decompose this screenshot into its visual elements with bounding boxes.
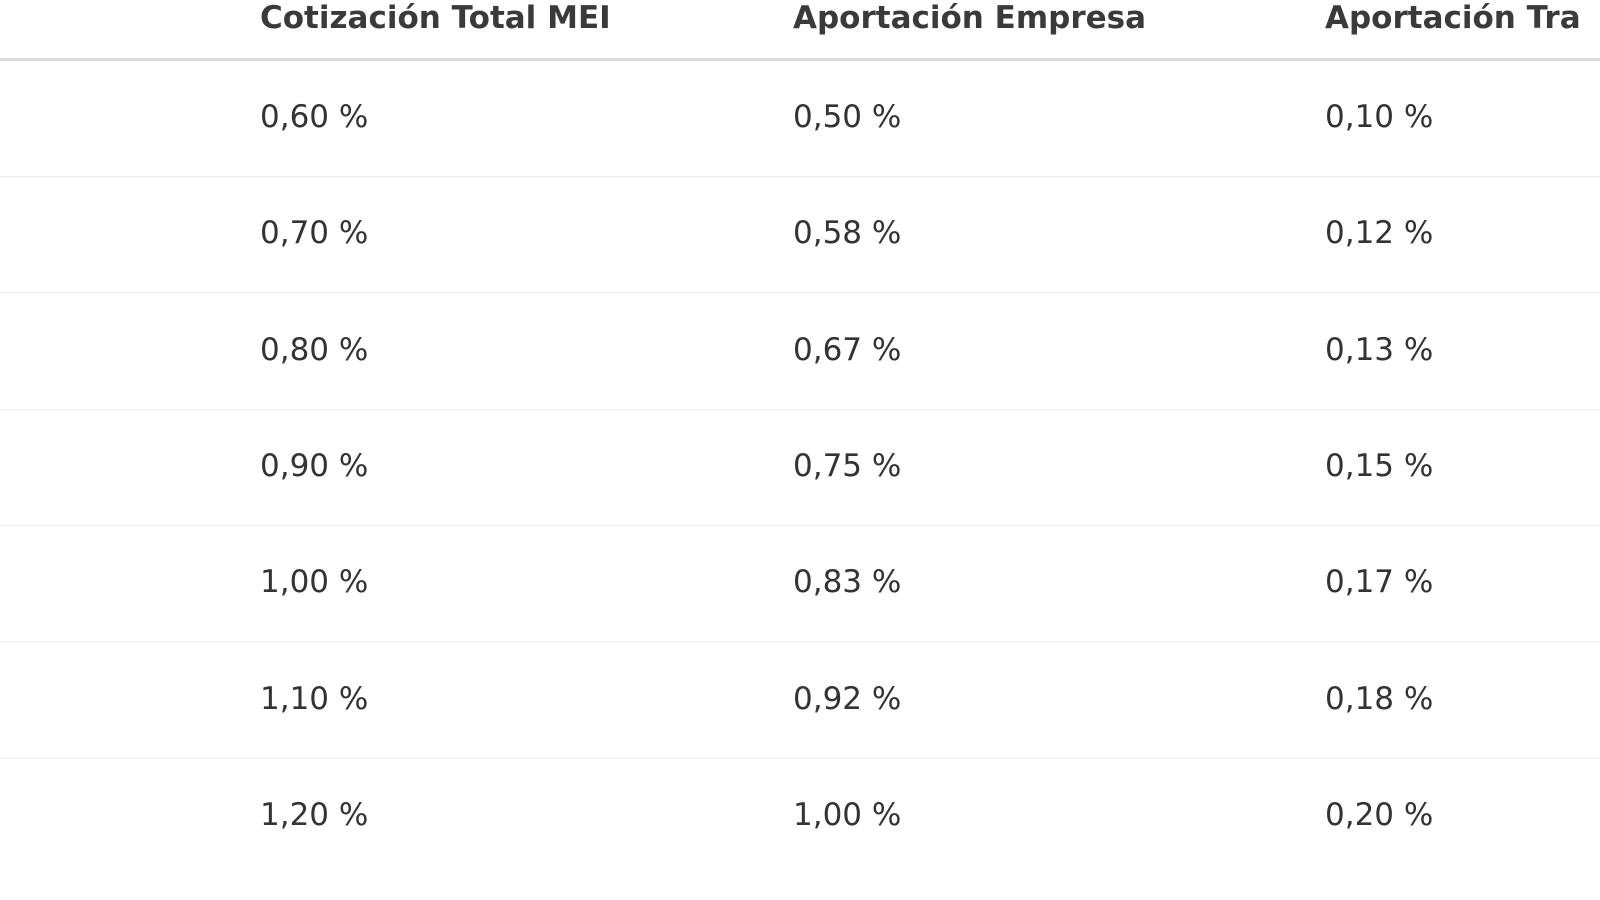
row-divider <box>0 641 1600 642</box>
row-divider <box>0 525 1600 526</box>
table-cell: 0,70 % <box>260 215 369 252</box>
row-divider <box>0 292 1600 293</box>
table-cell: 0,58 % <box>793 215 902 252</box>
header-border <box>0 58 1600 61</box>
row-divider <box>0 409 1600 410</box>
table-cell: 0,60 % <box>260 99 369 135</box>
table-cell: 0,13 % <box>1325 331 1434 368</box>
table-cell: 0,20 % <box>1325 796 1434 833</box>
table-cell: 0,80 % <box>260 331 369 368</box>
table-cell: 0,18 % <box>1325 680 1434 717</box>
table-cell: 1,00 % <box>793 796 902 833</box>
table-cell: 0,50 % <box>793 99 902 135</box>
table-cell: 0,67 % <box>793 331 902 368</box>
table-cell: 1,10 % <box>260 680 369 717</box>
column-header: Aportación Empresa <box>793 0 1147 36</box>
table-cell: 0,92 % <box>793 680 902 717</box>
table-cell: 1,00 % <box>260 564 369 601</box>
table-cell: 0,10 % <box>1325 99 1434 135</box>
table-cell: 0,17 % <box>1325 564 1434 601</box>
column-header: Aportación Tra <box>1325 0 1581 36</box>
table-cell: 0,15 % <box>1325 447 1434 484</box>
table-cell: 0,75 % <box>793 447 902 484</box>
table-cell: 0,83 % <box>793 564 902 601</box>
row-divider <box>0 176 1600 177</box>
table-cell: 0,12 % <box>1325 215 1434 252</box>
column-header: Cotización Total MEI <box>260 0 611 36</box>
table-cell: 0,90 % <box>260 447 369 484</box>
table-cell: 1,20 % <box>260 796 369 833</box>
row-divider <box>0 758 1600 759</box>
